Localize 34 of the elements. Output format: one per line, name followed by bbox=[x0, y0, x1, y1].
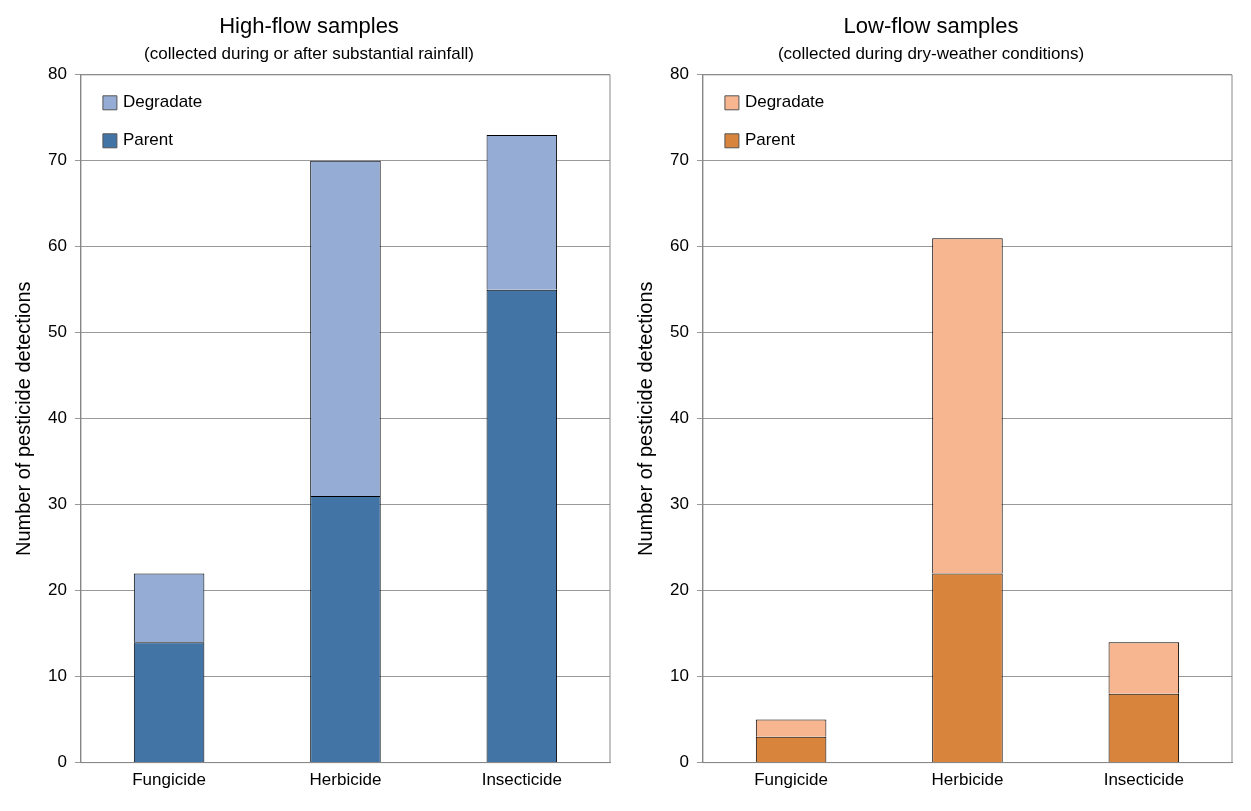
y-tick-label: 40 bbox=[47, 408, 67, 428]
chart-title: High-flow samples bbox=[219, 13, 399, 39]
chart-subtitle: (collected during or after substantial rainfall) bbox=[144, 44, 474, 64]
chart-title: Low-flow samples bbox=[843, 13, 1019, 39]
y-tick-label: 30 bbox=[669, 494, 689, 514]
y-tick-label: 80 bbox=[669, 64, 689, 84]
y-tick-label: 50 bbox=[669, 322, 689, 342]
y-axis-title: Number of pesticide detections bbox=[11, 281, 34, 556]
y-tick-label: 70 bbox=[47, 150, 67, 170]
x-tick-label: Herbicide bbox=[309, 770, 382, 790]
x-tick-label: Herbicide bbox=[931, 770, 1004, 790]
chart-subtitle: (collected during dry-weather conditions) bbox=[777, 44, 1085, 64]
y-tick-label: 40 bbox=[669, 408, 689, 428]
x-tick-label: Fungicide bbox=[132, 770, 206, 790]
legend-label: Degradate bbox=[744, 92, 825, 112]
x-tick-label: Insecticide bbox=[481, 770, 562, 790]
y-tick-label: 30 bbox=[47, 494, 67, 514]
y-tick-label: 60 bbox=[669, 236, 689, 256]
y-tick-label: 60 bbox=[47, 236, 67, 256]
legend-label: Degradate bbox=[122, 92, 203, 112]
legend-label: Parent bbox=[122, 130, 174, 150]
y-tick-label: 10 bbox=[47, 666, 67, 686]
y-tick-label: 80 bbox=[47, 64, 67, 84]
y-tick-label: 10 bbox=[669, 666, 689, 686]
legend-label: Parent bbox=[744, 130, 796, 150]
x-tick-label: Fungicide bbox=[754, 770, 828, 790]
y-tick-label: 0 bbox=[57, 752, 67, 772]
x-tick-label: Insecticide bbox=[1103, 770, 1184, 790]
y-tick-label: 70 bbox=[669, 150, 689, 170]
y-tick-label: 50 bbox=[47, 322, 67, 342]
y-tick-label: 0 bbox=[679, 752, 689, 772]
y-tick-label: 20 bbox=[669, 580, 689, 600]
y-tick-label: 20 bbox=[47, 580, 67, 600]
y-axis-title: Number of pesticide detections bbox=[633, 281, 656, 556]
